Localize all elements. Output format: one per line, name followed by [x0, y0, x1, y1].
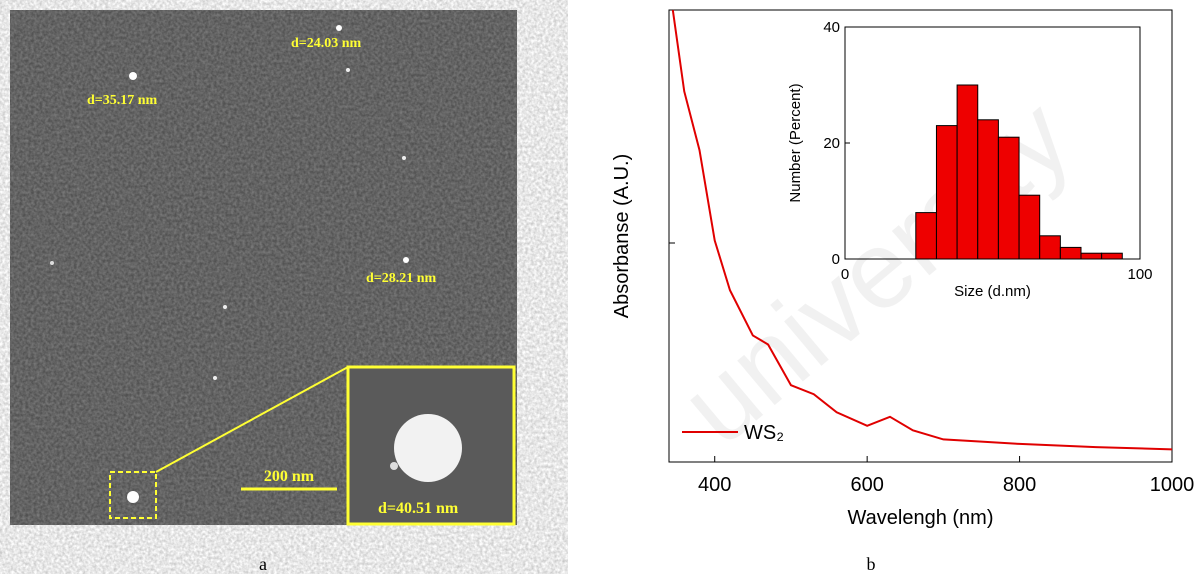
label: d=40.51 nm — [378, 500, 459, 517]
bar — [1059, 246, 1082, 260]
bar — [1018, 194, 1041, 260]
legend-label: WS₂ — [744, 422, 784, 444]
bar — [1039, 235, 1061, 260]
label: d=24.03 nm — [291, 36, 362, 51]
x-tick-label: 800 — [1003, 474, 1036, 496]
sem-image: d=24.03 nm d=35.17 nm d=28.21 nm d=40.51… — [10, 10, 517, 526]
bar — [935, 125, 958, 260]
scale-bar: 200 nm — [264, 468, 315, 485]
bar — [977, 119, 999, 260]
caption: b — [867, 554, 876, 574]
bar — [997, 136, 1020, 260]
label: d=35.17 nm — [87, 93, 158, 108]
y-tick-label: 40 — [823, 19, 840, 36]
y-axis-label: Number (Percent) — [787, 83, 804, 202]
bar — [1080, 252, 1103, 260]
bar — [915, 212, 937, 260]
bar — [1101, 252, 1123, 260]
y-tick-label: 0 — [832, 251, 840, 268]
x-axis-label: Size (d.nm) — [954, 283, 1031, 300]
label: d=28.21 nm — [366, 271, 437, 286]
x-tick-label: 1000 — [1150, 474, 1195, 496]
x-axis-label: Wavelengh (nm) — [848, 507, 994, 529]
bar — [956, 84, 979, 260]
x-tick-label: 600 — [850, 474, 883, 496]
caption: a — [259, 554, 267, 574]
line-series — [671, 9, 1173, 451]
x-tick-label: 400 — [698, 474, 731, 496]
y-axis-label: Absorbanse (A.U.) — [611, 154, 633, 319]
frame — [668, 9, 1173, 463]
x-tick-label: 100 — [1127, 266, 1152, 283]
y-tick-label: 20 — [823, 135, 840, 152]
x-tick-label: 0 — [841, 266, 849, 283]
